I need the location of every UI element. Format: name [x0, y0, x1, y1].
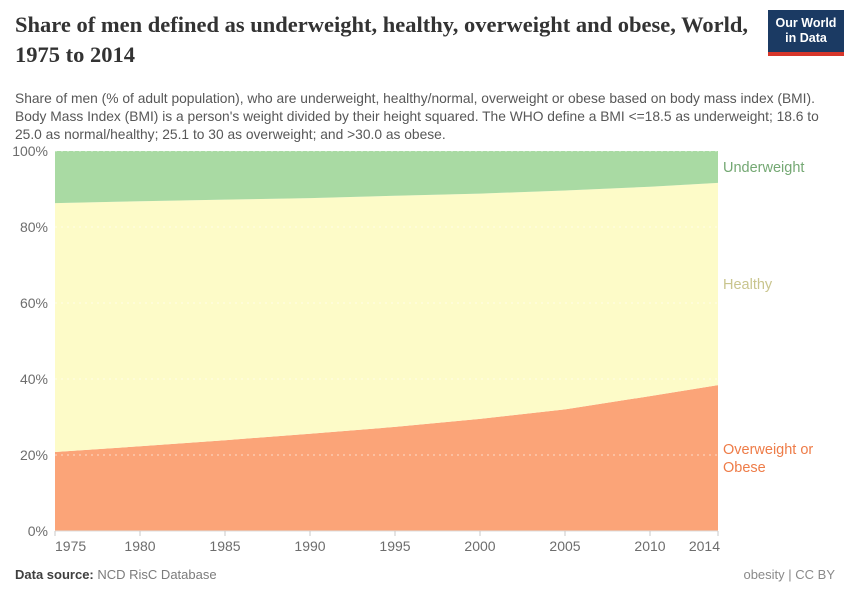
chart-title: Share of men defined as underweight, hea…: [15, 12, 748, 67]
chart-footer: Data source: NCD RisC Database obesity |…: [15, 567, 835, 582]
chart-subtitle: Share of men (% of adult population), wh…: [15, 91, 819, 142]
x-tick-label: 2005: [549, 538, 580, 554]
x-tick-label: 1990: [294, 538, 325, 554]
series-label-overweight-or-obese: Overweight or Obese: [723, 442, 813, 476]
series-label-healthy: Healthy: [723, 277, 773, 293]
x-tick-label: 1995: [379, 538, 410, 554]
y-tick-label: 40%: [20, 371, 48, 387]
area-overweight-or-obese[interactable]: [55, 385, 718, 531]
y-tick-label: 60%: [20, 295, 48, 311]
data-source: Data source: NCD RisC Database: [15, 567, 217, 582]
data-source-label: Data source:: [15, 567, 94, 582]
x-tick-label: 1985: [209, 538, 240, 554]
y-tick-label: 20%: [20, 447, 48, 463]
owid-logo-line1: Our World: [775, 16, 837, 30]
y-tick-label: 0%: [28, 523, 48, 539]
owid-logo: Our World in Data: [768, 10, 844, 56]
stacked-area-chart[interactable]: 0% 20% 40% 60% 80% 100% 1975 1980 1985 1990 1995 20…: [0, 140, 850, 565]
y-tick-label: 100%: [12, 143, 48, 159]
x-tick-label: 2014: [689, 538, 720, 554]
area-underweight[interactable]: [55, 151, 718, 204]
x-tick-label: 2010: [634, 538, 665, 554]
y-tick-label: 80%: [20, 219, 48, 235]
x-tick-label: 1975: [55, 538, 86, 554]
data-source-value: NCD RisC Database: [97, 567, 217, 582]
x-tick-label: 2000: [464, 538, 495, 554]
x-tick-label: 1980: [124, 538, 155, 554]
owid-logo-line2: in Data: [785, 31, 827, 46]
series-label-underweight: Underweight: [723, 160, 804, 176]
area-healthy[interactable]: [55, 182, 718, 452]
license-note: obesity | CC BY: [743, 567, 835, 582]
